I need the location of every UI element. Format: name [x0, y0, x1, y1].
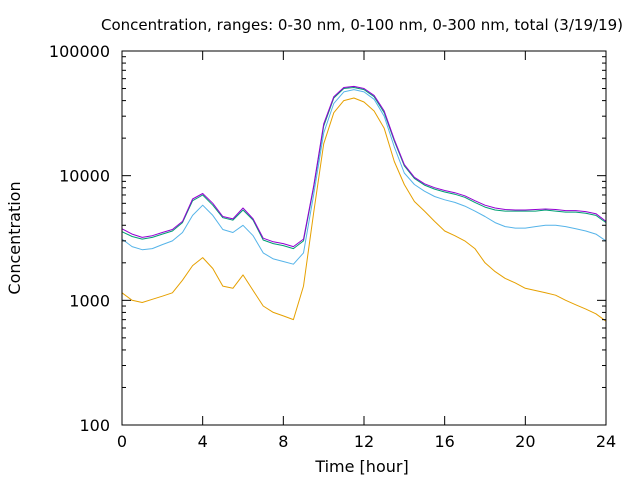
x-tick-label: 12 [354, 432, 374, 451]
series-line-0 [121, 97, 607, 322]
y-axis: 100 1000 10000 100000 [49, 42, 606, 435]
y-tick-label: 100 [79, 416, 110, 435]
y-tick-label: 100000 [49, 42, 110, 61]
x-tick-label: 4 [198, 432, 208, 451]
x-axis-label: Time [hour] [314, 457, 408, 476]
x-tick-label: 20 [515, 432, 535, 451]
y-tick-label: 1000 [69, 291, 110, 310]
x-axis: 0 4 8 12 16 20 24 [117, 51, 616, 451]
y-tick-label: 10000 [59, 167, 110, 186]
series-line-2 [121, 87, 607, 250]
chart-title: Concentration, ranges: 0-30 nm, 0-100 nm… [101, 16, 623, 34]
series-line-3 [121, 85, 607, 248]
y-axis-label: Concentration [5, 181, 24, 294]
plot-frame [121, 50, 607, 426]
plot-lines [121, 85, 607, 322]
x-tick-label: 0 [117, 432, 127, 451]
x-tick-label: 24 [596, 432, 616, 451]
x-tick-label: 16 [434, 432, 454, 451]
series-line-1 [121, 89, 607, 265]
x-tick-label: 8 [278, 432, 288, 451]
